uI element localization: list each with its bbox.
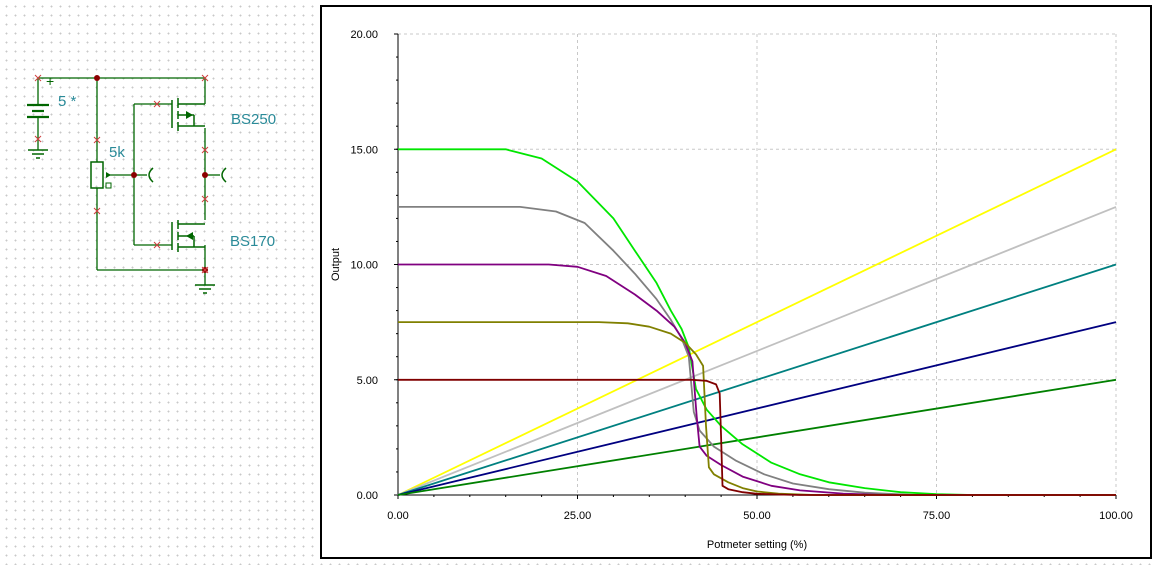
ground-icon	[28, 149, 48, 159]
x-tick-label: 75.00	[923, 510, 951, 522]
circuit-wires	[37, 77, 220, 285]
x-tick-label: 100.00	[1099, 510, 1133, 522]
series-line-9	[398, 321, 1116, 496]
x-axis-label: Potmeter setting (%)	[707, 539, 807, 551]
series-line-2	[397, 206, 1117, 496]
battery-label: 5 *	[58, 93, 77, 110]
nmos-transistor-symbol[interactable]	[171, 220, 205, 252]
line-chart: 0.00 25.00 50.00 75.00 100.00 0.00 5.00 10.00 15…	[330, 29, 1133, 551]
series-line-10	[398, 378, 1116, 496]
pot-label: 5k	[109, 144, 125, 161]
series-line-3	[397, 263, 1117, 496]
series-line-6	[398, 148, 1116, 496]
y-tick-label: 5.00	[357, 375, 378, 387]
circuit-schematic: + 5 * 5k BS250	[27, 73, 276, 294]
pin-markers	[34, 74, 209, 274]
input-terminal-icon[interactable]	[148, 167, 154, 183]
potentiometer-symbol[interactable]	[90, 161, 112, 189]
pmos-transistor-symbol[interactable]	[171, 98, 205, 131]
series-line-8	[398, 263, 1116, 496]
ground-icon	[195, 284, 215, 294]
series-line-7	[398, 205, 1116, 496]
pmos-label: BS250	[231, 111, 276, 128]
series-line-1	[397, 148, 1117, 496]
series-lines	[397, 148, 1117, 496]
battery-symbol[interactable]	[27, 103, 49, 119]
battery-plus-sign: +	[46, 73, 54, 89]
tick-labels: 0.00 25.00 50.00 75.00 100.00 0.00 5.00 10.00 15…	[350, 29, 1132, 522]
chart-axes	[394, 33, 1117, 499]
x-tick-label: 50.00	[743, 510, 771, 522]
nmos-label: BS170	[230, 233, 275, 250]
series-line-5	[397, 378, 1117, 496]
y-tick-label: 10.00	[350, 260, 378, 272]
y-tick-label: 0.00	[357, 490, 378, 502]
y-tick-label: 20.00	[350, 29, 378, 41]
chart-window[interactable]: 0.00 25.00 50.00 75.00 100.00 0.00 5.00 10.00 15…	[320, 5, 1152, 559]
series-line-4	[397, 321, 1117, 496]
output-terminal-icon[interactable]	[221, 167, 227, 183]
y-axis-label: Output	[330, 248, 342, 281]
x-tick-label: 0.00	[387, 510, 408, 522]
x-tick-label: 25.00	[564, 510, 592, 522]
y-tick-label: 15.00	[350, 144, 378, 156]
